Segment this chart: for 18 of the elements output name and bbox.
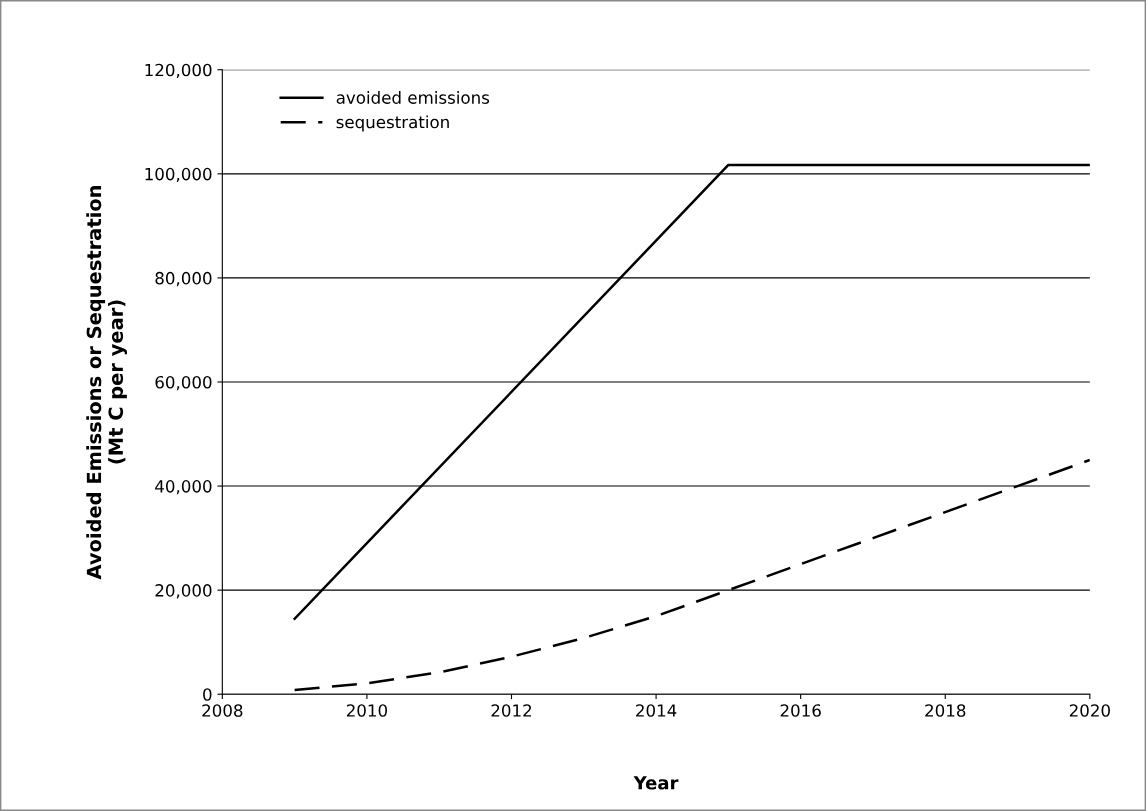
x-tick-label: 2020 <box>1069 704 1110 717</box>
x-tick-label: 2018 <box>925 704 966 717</box>
y-tick-label: 0 <box>203 688 212 701</box>
y-axis-title: Avoided Emissions or Sequestration (Mt C per year) <box>86 186 128 580</box>
y-tick-label: 80,000 <box>155 271 212 287</box>
x-tick-label: 2008 <box>202 704 243 717</box>
y-tick-label: 20,000 <box>155 584 212 599</box>
y-tick-label: 100,000 <box>145 167 212 183</box>
legend-label: avoided emissions <box>336 90 490 104</box>
x-tick-label: 2010 <box>346 704 388 717</box>
x-tick-label: 2012 <box>491 704 532 717</box>
x-axis-title: Year <box>633 776 679 790</box>
y-tick-label: 120,000 <box>145 63 212 79</box>
y-tick-label: 40,000 <box>155 480 212 495</box>
legend-label: sequestration <box>336 115 449 132</box>
x-tick-label: 2014 <box>636 704 677 717</box>
x-tick-label: 2016 <box>780 704 821 717</box>
y-tick-label: 60,000 <box>155 375 212 391</box>
